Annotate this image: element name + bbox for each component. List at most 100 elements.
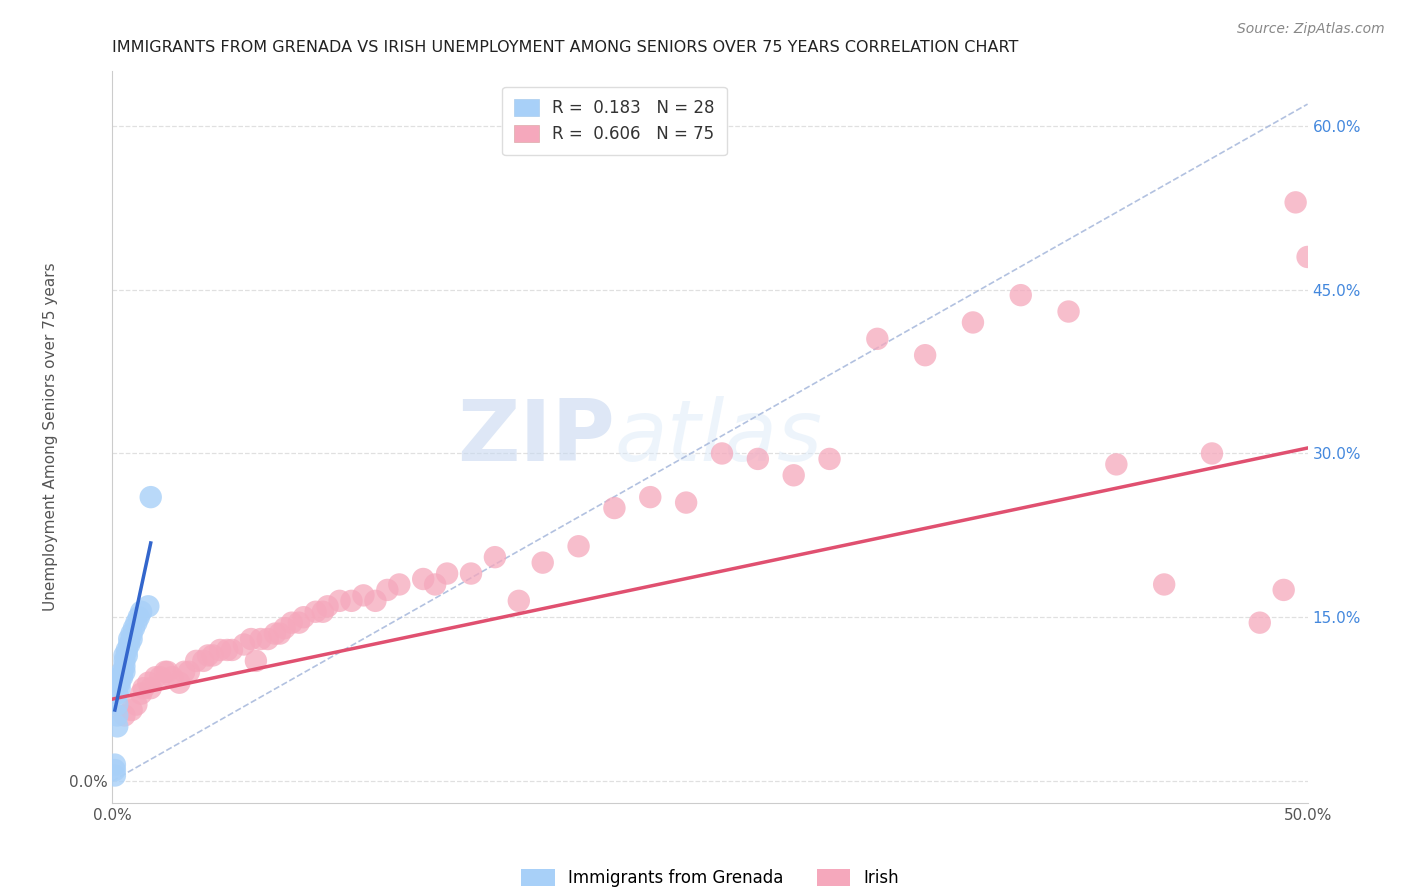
Point: [121, 703, 143, 717]
Text: ZIP: ZIP: [457, 395, 614, 479]
Point: [105, 698, 128, 712]
Point: [281, 615, 304, 630]
Point: [233, 638, 256, 652]
Point: [156, 665, 179, 679]
Point: [129, 687, 152, 701]
Point: [201, 648, 224, 663]
Point: [104, 763, 127, 777]
Point: [121, 632, 143, 646]
Point: [747, 451, 769, 466]
Point: [149, 670, 172, 684]
Point: [114, 665, 135, 679]
Point: [197, 648, 219, 663]
Point: [352, 588, 374, 602]
Point: [177, 665, 200, 679]
Point: [508, 594, 530, 608]
Point: [115, 643, 138, 657]
Point: [1105, 458, 1128, 472]
Point: [125, 615, 148, 630]
Point: [118, 632, 141, 646]
Point: [118, 638, 141, 652]
Point: [460, 566, 482, 581]
Point: [1057, 304, 1080, 318]
Point: [436, 566, 458, 581]
Point: [108, 681, 131, 695]
Point: [1272, 582, 1295, 597]
Text: Source: ZipAtlas.com: Source: ZipAtlas.com: [1237, 22, 1385, 37]
Point: [269, 626, 291, 640]
Point: [914, 348, 936, 362]
Point: [412, 572, 434, 586]
Point: [377, 582, 399, 597]
Point: [288, 615, 311, 630]
Point: [245, 654, 267, 668]
Point: [209, 643, 232, 657]
Point: [169, 675, 191, 690]
Point: [128, 610, 150, 624]
Point: [603, 501, 626, 516]
Point: [111, 665, 134, 679]
Point: [1201, 446, 1223, 460]
Point: [273, 621, 295, 635]
Point: [364, 594, 387, 608]
Point: [114, 648, 135, 663]
Point: [108, 675, 131, 690]
Point: [568, 539, 591, 553]
Point: [153, 665, 176, 679]
Point: [264, 626, 287, 640]
Point: [114, 659, 135, 673]
Point: [484, 550, 506, 565]
Point: [340, 594, 363, 608]
Text: atlas: atlas: [614, 395, 823, 479]
Point: [104, 768, 127, 782]
Point: [115, 648, 138, 663]
Point: [1153, 577, 1175, 591]
Point: [531, 556, 554, 570]
Point: [129, 605, 152, 619]
Point: [132, 681, 155, 695]
Point: [329, 594, 352, 608]
Point: [111, 670, 134, 684]
Point: [1296, 250, 1319, 264]
Point: [193, 654, 215, 668]
Point: [782, 468, 804, 483]
Point: [114, 654, 135, 668]
Point: [217, 643, 239, 657]
Point: [162, 670, 183, 684]
Point: [240, 632, 263, 646]
Point: [186, 654, 208, 668]
Point: [316, 599, 339, 614]
Legend: Immigrants from Grenada, Irish: Immigrants from Grenada, Irish: [515, 863, 905, 892]
Point: [105, 719, 128, 733]
Point: [108, 670, 131, 684]
Point: [104, 757, 127, 772]
Point: [122, 621, 145, 635]
Point: [1249, 615, 1271, 630]
Point: [249, 632, 271, 646]
Point: [866, 332, 889, 346]
Point: [121, 626, 143, 640]
Point: [305, 605, 328, 619]
Point: [105, 687, 128, 701]
Point: [139, 490, 162, 504]
Point: [105, 708, 128, 723]
Point: [257, 632, 280, 646]
Point: [1285, 195, 1308, 210]
Point: [312, 605, 335, 619]
Point: [962, 315, 984, 329]
Point: [145, 670, 167, 684]
Point: [818, 451, 841, 466]
Point: [125, 698, 148, 712]
Point: [138, 599, 160, 614]
Y-axis label: Unemployment Among Seniors over 75 years: Unemployment Among Seniors over 75 years: [42, 263, 58, 611]
Point: [139, 681, 162, 695]
Point: [114, 708, 135, 723]
Point: [640, 490, 662, 504]
Point: [1010, 288, 1032, 302]
Point: [292, 610, 315, 624]
Point: [221, 643, 243, 657]
Point: [711, 446, 734, 460]
Point: [425, 577, 447, 591]
Text: IMMIGRANTS FROM GRENADA VS IRISH UNEMPLOYMENT AMONG SENIORS OVER 75 YEARS CORREL: IMMIGRANTS FROM GRENADA VS IRISH UNEMPLO…: [112, 40, 1019, 55]
Point: [675, 495, 697, 509]
